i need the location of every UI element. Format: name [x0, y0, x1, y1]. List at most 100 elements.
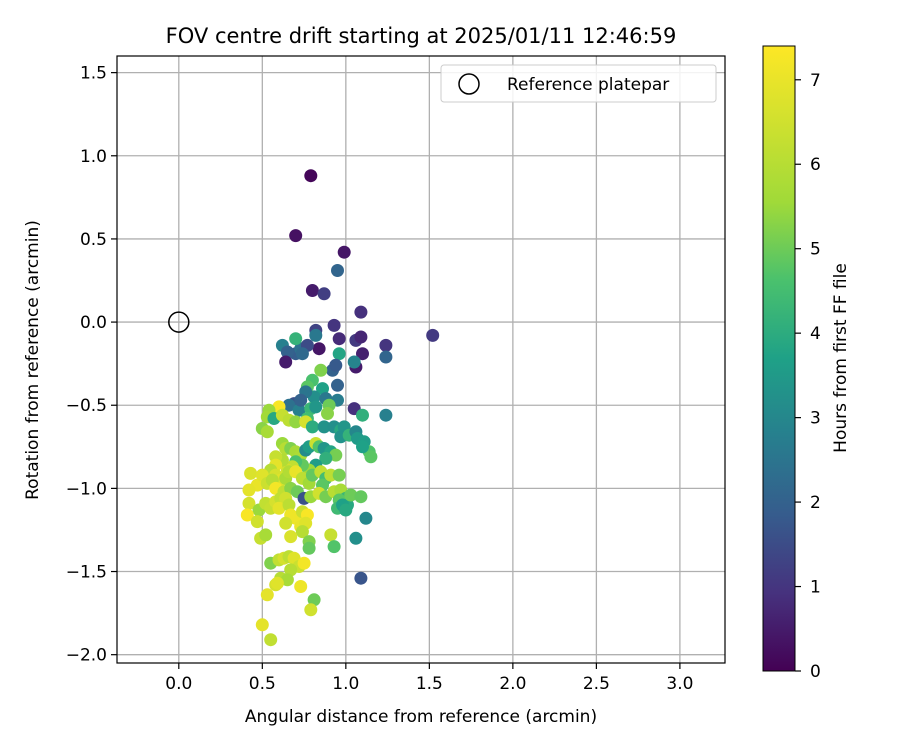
colorbar-ticks: 0 1 2 3 4 5 6 7: [795, 71, 821, 682]
data-point: [331, 264, 344, 277]
data-point: [332, 468, 346, 482]
data-point: [319, 451, 333, 465]
data-point: [280, 573, 294, 587]
data-point: [327, 318, 341, 332]
data-point: [250, 515, 264, 529]
data-point: [354, 490, 368, 504]
x-tick-label: 0.0: [165, 674, 192, 694]
data-point: [282, 398, 296, 412]
data-point: [339, 503, 353, 517]
y-tick-label: −1.5: [66, 563, 107, 583]
data-point: [316, 382, 329, 396]
legend: Reference platepar: [440, 64, 717, 103]
data-point: [259, 528, 273, 542]
chart-title: FOV centre drift starting at 2025/01/11 …: [166, 24, 677, 48]
data-point: [356, 408, 369, 422]
data-point: [272, 501, 286, 515]
data-points: [240, 169, 440, 647]
y-tick-label: 0.0: [80, 313, 107, 333]
y-tick-label: 1.0: [80, 147, 107, 167]
data-point: [379, 408, 393, 422]
data-point: [331, 378, 344, 392]
data-point: [297, 556, 311, 570]
y-axis-ticks: 1.5 1.0 0.5 0.0 −0.5 −1.0 −1.5 −2.0: [66, 64, 117, 666]
x-tick-label: 2.0: [499, 674, 526, 694]
data-point: [309, 400, 323, 414]
data-point: [294, 393, 308, 407]
colorbar-tick-label: 6: [810, 155, 821, 175]
data-point: [329, 358, 343, 372]
data-point: [329, 448, 343, 462]
data-point: [426, 328, 440, 342]
x-tick-label: 2.5: [583, 674, 610, 694]
data-point: [289, 332, 303, 346]
data-point: [264, 633, 278, 647]
data-point: [270, 576, 284, 590]
colorbar-gradient: [762, 45, 796, 672]
data-point: [332, 332, 346, 346]
data-point: [305, 420, 319, 434]
reference-platepar-marker: [168, 311, 190, 333]
data-point: [364, 450, 378, 464]
x-axis-label: Angular distance from reference (arcmin): [245, 707, 597, 727]
data-point: [279, 355, 293, 369]
data-point: [284, 563, 298, 577]
data-point: [292, 403, 306, 417]
data-point: [349, 531, 363, 545]
data-point: [354, 330, 368, 344]
legend-entry-label: Reference platepar: [507, 75, 669, 95]
data-point: [327, 540, 341, 554]
data-point: [279, 516, 293, 530]
grid-lines: [117, 56, 725, 663]
data-point: [289, 415, 303, 429]
x-tick-label: 1.0: [332, 674, 359, 694]
data-point: [356, 347, 369, 361]
y-tick-label: −0.5: [66, 396, 107, 416]
data-point: [280, 345, 294, 359]
data-point: [282, 498, 296, 512]
data-point: [240, 508, 254, 522]
data-point: [284, 530, 298, 544]
y-axis-label: Rotation from reference (arcmin): [23, 220, 43, 500]
data-point: [332, 347, 346, 361]
data-point: [317, 287, 331, 301]
data-point: [242, 483, 256, 497]
data-point: [314, 363, 328, 377]
data-point: [356, 440, 369, 454]
data-point: [344, 488, 358, 502]
data-point: [379, 338, 393, 352]
data-point: [242, 496, 256, 510]
colorbar-tick-label: 1: [810, 578, 821, 598]
data-point: [260, 425, 274, 439]
plot-frame: [116, 55, 726, 664]
data-point: [359, 511, 373, 525]
data-point: [304, 169, 318, 183]
y-tick-label: 1.5: [80, 64, 107, 84]
data-point: [337, 245, 351, 259]
colorbar-tick-label: 5: [810, 240, 821, 260]
x-tick-label: 0.5: [249, 674, 276, 694]
data-point: [309, 328, 323, 342]
y-tick-label: 0.5: [80, 230, 107, 250]
colorbar-tick-label: 0: [810, 662, 821, 682]
data-point: [294, 580, 308, 593]
x-tick-label: 1.5: [416, 674, 443, 694]
data-point: [347, 355, 361, 369]
data-point: [295, 347, 309, 361]
y-tick-label: −2.0: [66, 646, 107, 666]
colorbar: 0 1 2 3 4 5 6 7 Hours from first FF file: [762, 45, 851, 682]
data-point: [307, 593, 321, 607]
x-tick-label: 3.0: [666, 674, 693, 694]
data-point: [255, 618, 269, 632]
colorbar-tick-label: 3: [810, 409, 821, 429]
colorbar-tick-label: 7: [810, 71, 821, 91]
colorbar-label: Hours from first FF file: [831, 263, 851, 453]
data-point: [354, 305, 368, 319]
data-point: [305, 284, 319, 297]
data-point: [324, 528, 338, 542]
legend-marker-icon: [458, 73, 480, 95]
data-point: [302, 541, 316, 555]
data-point: [312, 342, 326, 356]
